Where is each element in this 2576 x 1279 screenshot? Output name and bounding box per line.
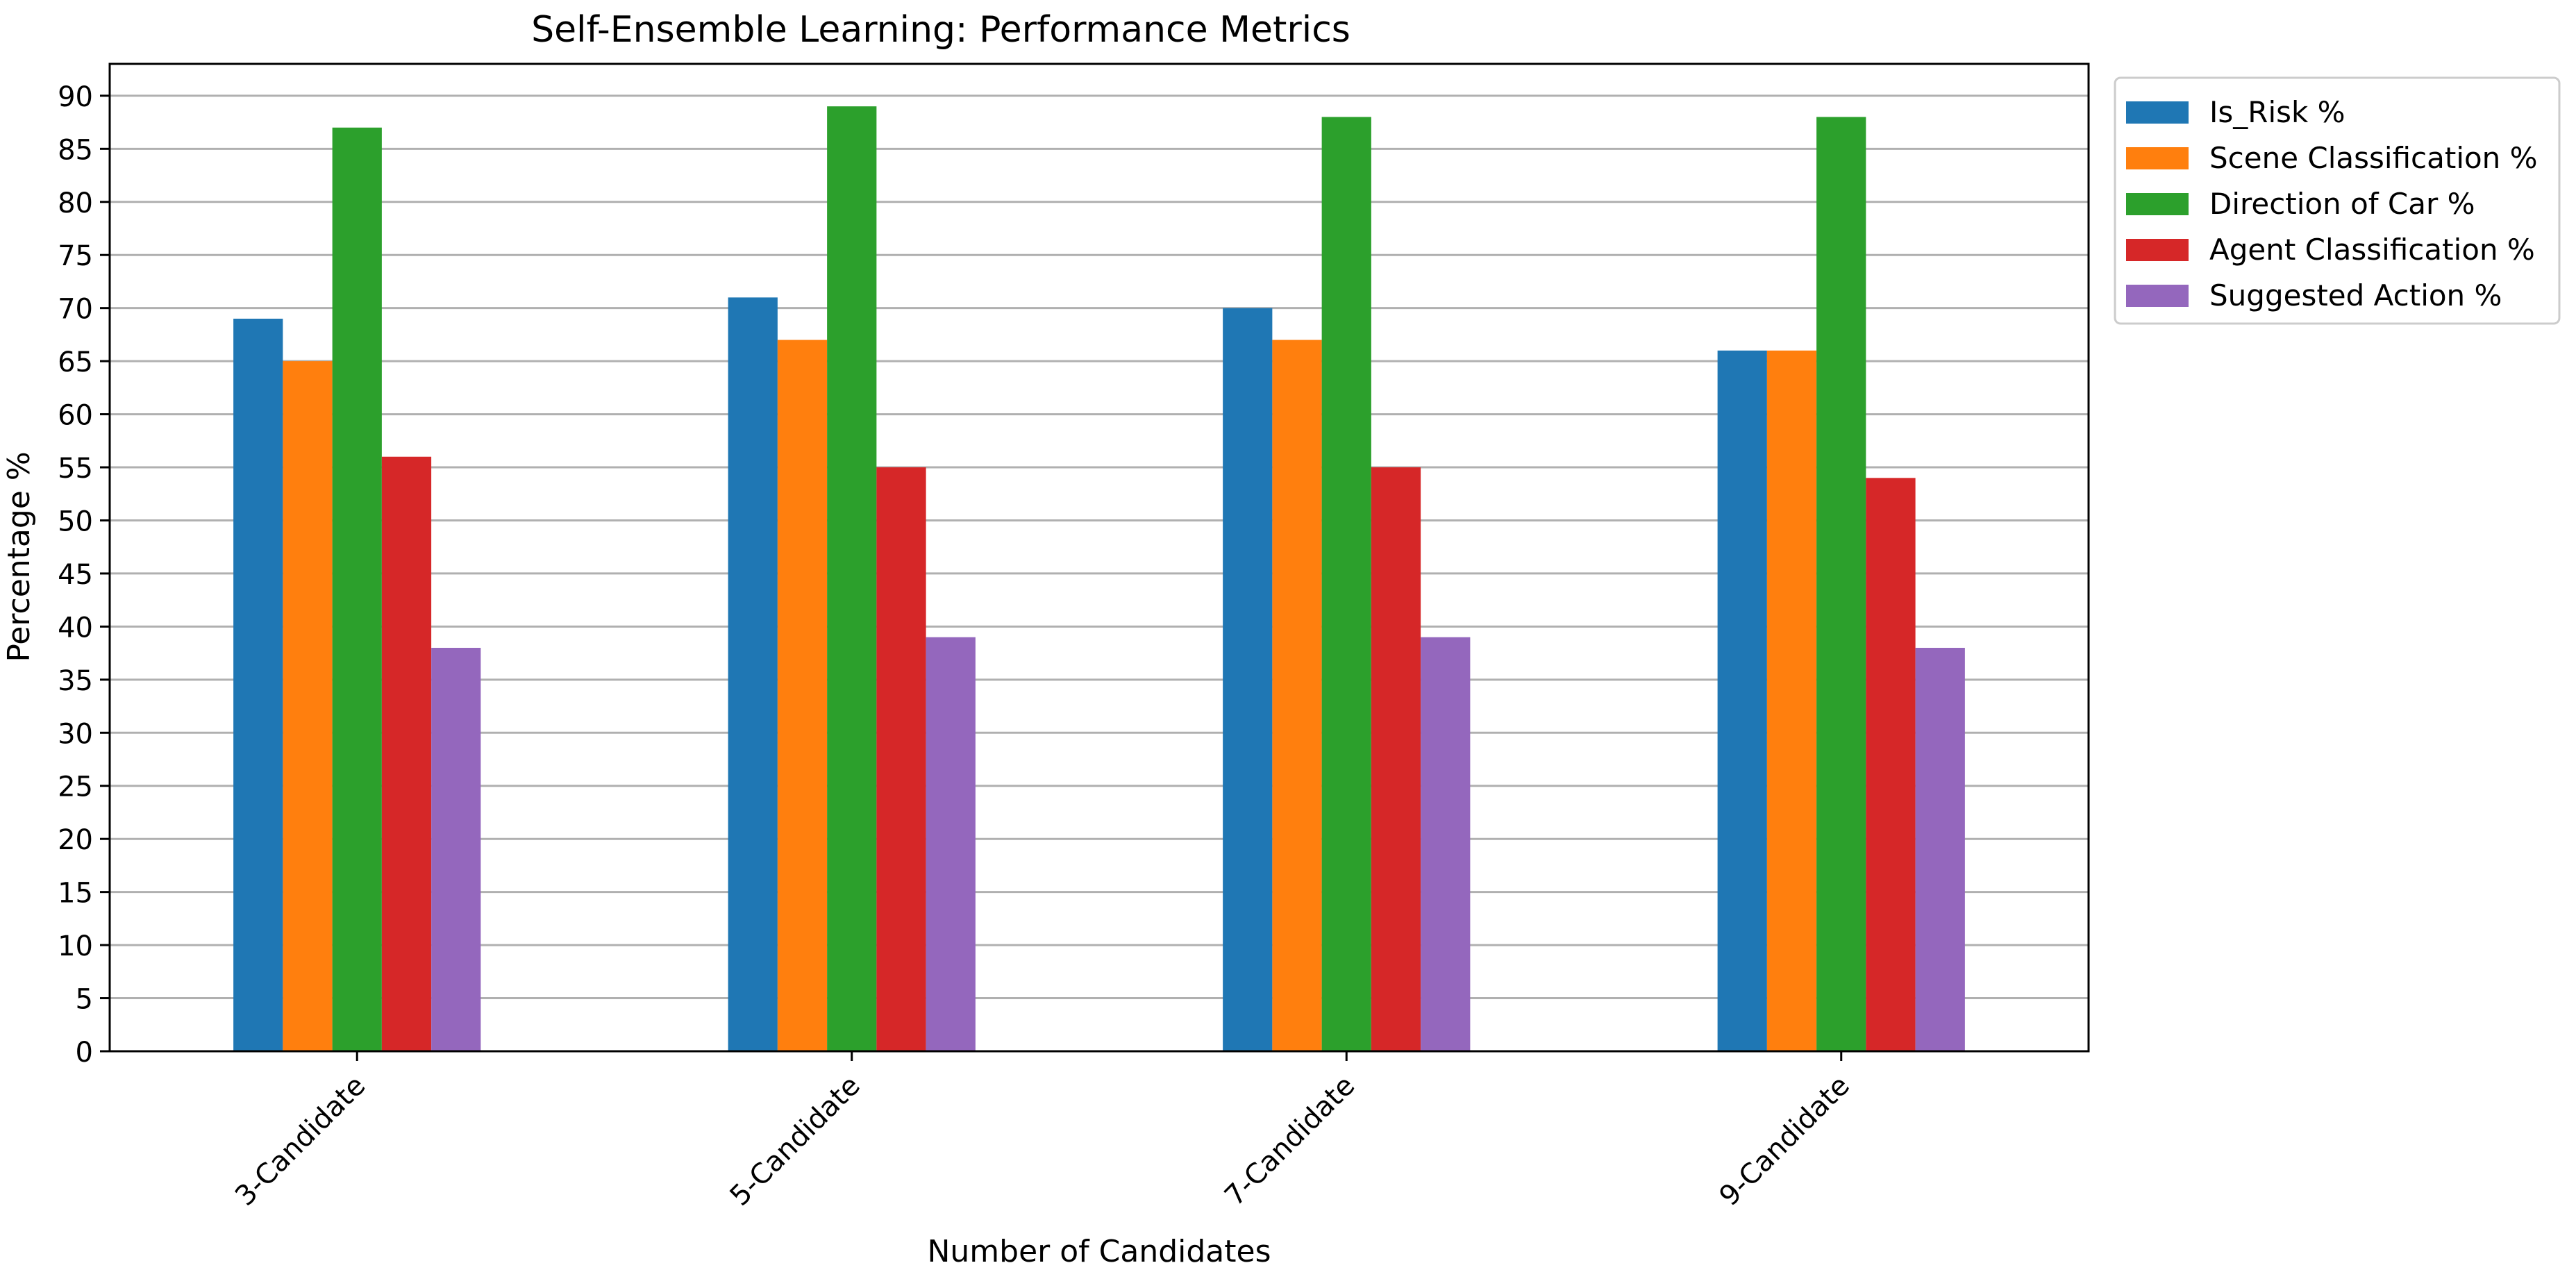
y-axis-label: Percentage % [1,451,37,662]
legend: Is_Risk % Scene Classification % Direction… [2114,76,2561,325]
bar-scene-classification-9-candidate [1766,350,1817,1051]
y-tick-label: 65 [58,346,93,378]
bar-direction-of-car-7-candidate [1321,117,1371,1051]
x-tick-label: 3-Candidate [229,1070,371,1212]
legend-swatch [2126,285,2189,307]
y-tick-label: 0 [76,1037,93,1069]
bar-agent-classification-7-candidate [1371,467,1421,1051]
x-tick-label: 7-Candidate [1219,1070,1361,1212]
legend-swatch [2126,193,2189,215]
y-tick-label: 25 [58,771,93,803]
y-tick-label: 55 [58,453,93,485]
y-tick-label: 90 [58,81,93,113]
bar-is-risk-9-candidate [1717,350,1767,1051]
bar-is-risk-7-candidate [1223,308,1273,1051]
y-tick-label: 80 [58,187,93,219]
bar-scene-classification-5-candidate [777,340,828,1052]
y-tick-label: 70 [58,294,93,326]
legend-label: Agent Classification % [2209,233,2535,267]
legend-swatch [2126,147,2189,169]
y-tick-label: 45 [58,559,93,591]
bar-scene-classification-7-candidate [1272,340,1322,1052]
legend-entries: Is_Risk % Scene Classification % Direction… [2126,95,2538,312]
y-tick-label: 20 [58,824,93,856]
y-tick-label: 50 [58,505,93,537]
bar-direction-of-car-5-candidate [827,106,877,1052]
y-tick-label: 85 [58,134,93,166]
legend-label: Suggested Action % [2209,278,2502,312]
bar-is-risk-5-candidate [728,297,778,1051]
bar-agent-classification-3-candidate [381,456,432,1051]
bar-suggested-action-7-candidate [1421,637,1471,1051]
plot-frame [108,62,2090,1053]
bars-layer [233,106,1965,1052]
legend-swatch [2126,239,2189,261]
bar-agent-classification-5-candidate [876,467,926,1051]
bar-suggested-action-9-candidate [1915,647,1965,1051]
y-tick-label: 10 [58,930,93,962]
bar-scene-classification-3-candidate [283,361,333,1051]
y-tick-label: 5 [76,984,93,1016]
y-tick-label: 15 [58,878,93,910]
bar-direction-of-car-3-candidate [332,127,382,1051]
y-tick-label: 75 [58,240,93,272]
x-axis-label: Number of Candidates [928,1234,1271,1269]
bar-is-risk-3-candidate [233,318,283,1051]
bar-direction-of-car-9-candidate [1816,117,1866,1051]
legend-label: Direction of Car % [2209,187,2475,221]
x-axis: 3-Candidate 5-Candidate 7-Candidate 9-Candi… [229,1051,1856,1212]
legend-label: Scene Classification % [2209,141,2538,175]
legend-box [2114,76,2561,325]
legend-label: Is_Risk % [2209,95,2345,129]
x-tick-label: 5-Candidate [724,1070,866,1212]
y-tick-label: 35 [58,665,93,697]
y-axis: 0 5 10 15 20 25 30 35 40 45 50 55 60 65 70 75 80 85 90 [58,81,110,1069]
bar-suggested-action-3-candidate [431,647,481,1051]
x-tick-label: 9-Candidate [1713,1070,1855,1212]
legend-swatch [2126,101,2189,124]
y-tick-label: 40 [58,612,93,644]
bar-suggested-action-5-candidate [926,637,976,1051]
y-tick-label: 60 [58,400,93,432]
bar-agent-classification-9-candidate [1866,478,1916,1051]
y-tick-label: 30 [58,718,93,750]
chart-title: Self-Ensemble Learning: Performance Metr… [531,9,1350,51]
